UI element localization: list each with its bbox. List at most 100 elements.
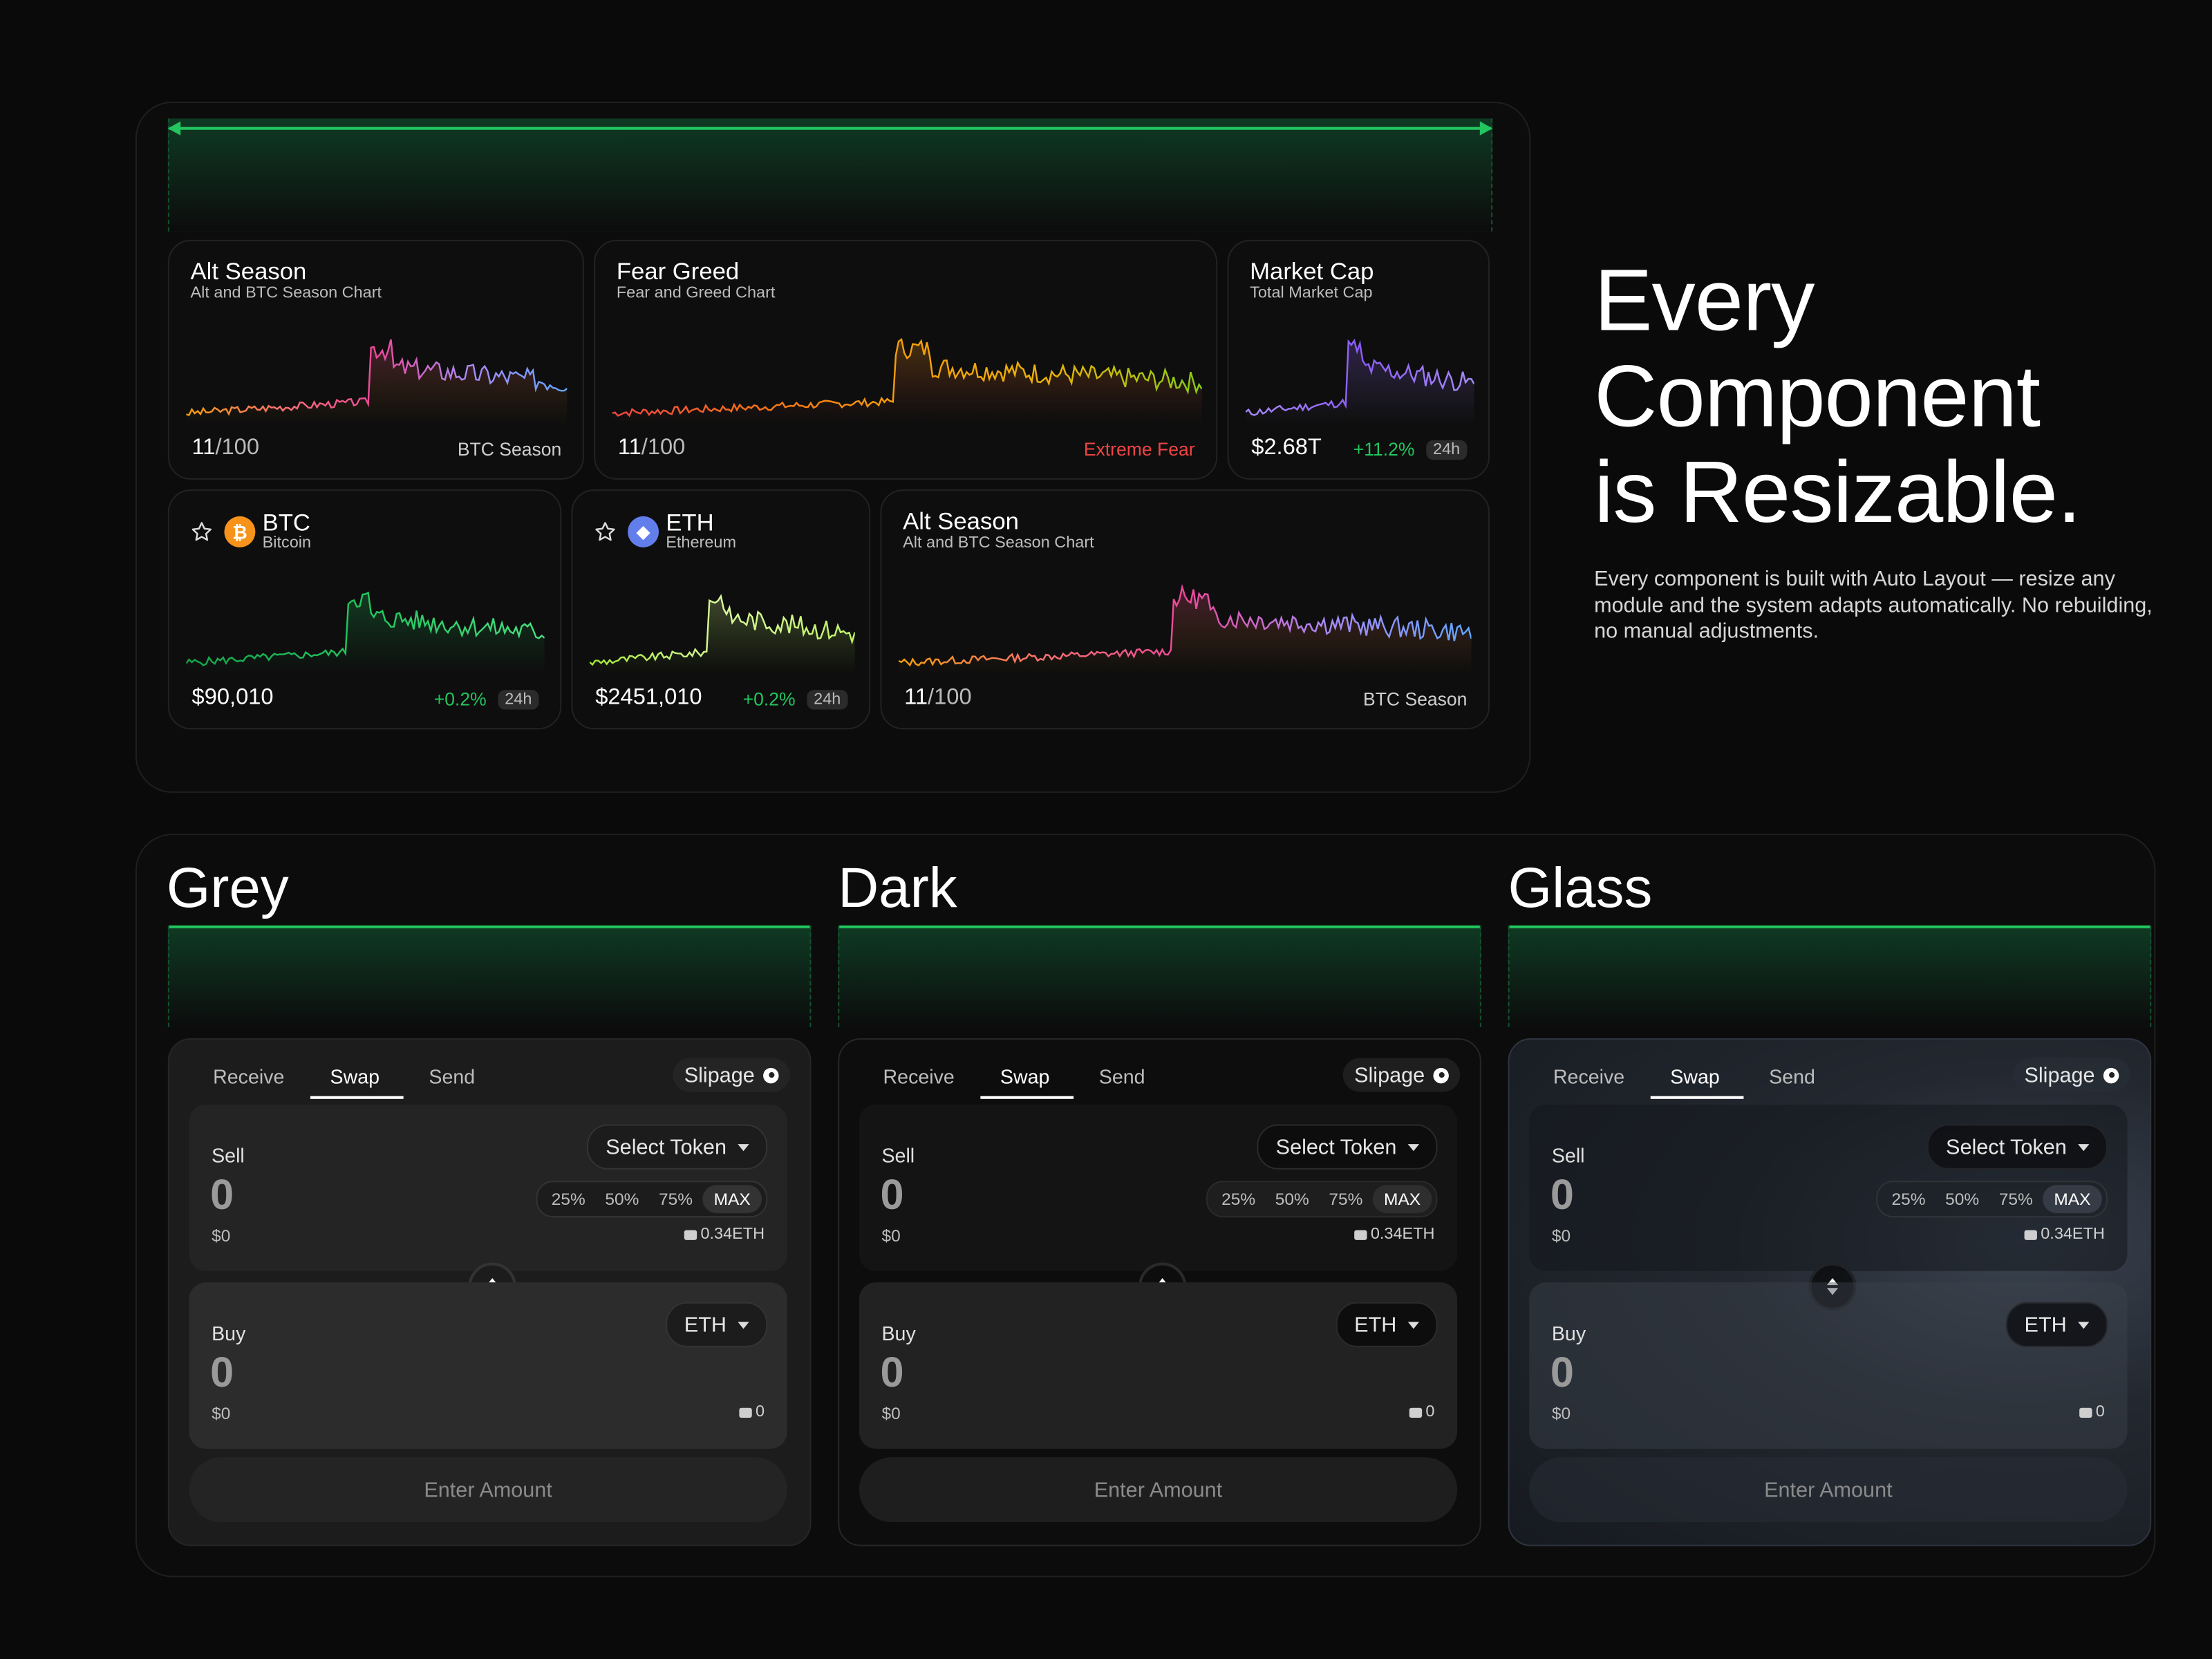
theme-label-glass: Glass — [1508, 857, 1653, 920]
wallet-icon — [738, 1407, 751, 1417]
percent-50-button[interactable]: 50% — [1275, 1189, 1309, 1209]
select-token-label: Select Token — [1275, 1134, 1397, 1159]
select-token-label: Select Token — [1946, 1134, 2067, 1159]
wallet-icon — [2079, 1407, 2092, 1417]
card-value: 11/100 — [191, 435, 259, 460]
sell-balance: 0.34ETH — [1353, 1226, 1434, 1243]
wallet-icon — [2023, 1229, 2037, 1239]
percent-selector: 25% 50% 75% MAX — [1206, 1181, 1438, 1218]
alt-season-chart — [898, 583, 1472, 675]
percent-25-button[interactable]: 25% — [551, 1189, 585, 1209]
chart-line — [590, 594, 855, 666]
percent-max-button[interactable]: MAX — [2043, 1185, 2102, 1214]
select-token-button[interactable]: Select Token — [587, 1124, 768, 1170]
resize-width-guide — [167, 118, 1493, 232]
wallet-icon — [1408, 1407, 1422, 1417]
token-label: ETH — [2024, 1312, 2067, 1337]
enter-amount-button[interactable]: Enter Amount — [1529, 1457, 2128, 1523]
token-symbol: ETH — [666, 509, 714, 536]
tab-swap[interactable]: Swap — [1000, 1065, 1050, 1088]
alt-season-card-wide[interactable]: Alt Season Alt and BTC Season Chart 11/1… — [880, 489, 1490, 730]
settings-icon — [2103, 1067, 2119, 1083]
slippage-button[interactable]: Slipage — [673, 1058, 790, 1092]
percent-max-button[interactable]: MAX — [1372, 1185, 1432, 1214]
arrow-up-icon — [487, 1277, 498, 1286]
tab-receive[interactable]: Receive — [883, 1065, 955, 1088]
buy-usd-value: $0 — [1551, 1403, 1571, 1424]
tab-send[interactable]: Send — [1769, 1065, 1815, 1088]
sell-label: Sell — [1551, 1144, 1585, 1167]
token-label: ETH — [684, 1312, 727, 1337]
market-cap-card[interactable]: Market Cap Total Market Cap $2.68T +11.2… — [1227, 239, 1490, 480]
percent-50-button[interactable]: 50% — [605, 1189, 639, 1209]
sell-amount-input[interactable]: 0 — [880, 1172, 904, 1219]
balance-value: 0.34ETH — [2041, 1226, 2105, 1243]
percent-25-button[interactable]: 25% — [1891, 1189, 1926, 1209]
tab-send[interactable]: Send — [429, 1065, 476, 1088]
chevron-down-icon — [1407, 1143, 1420, 1151]
btc-card[interactable]: ₿ BTC Bitcoin $90,010 +0.2% 24h — [167, 489, 562, 730]
swap-direction-button[interactable] — [1808, 1262, 1857, 1311]
token-name: Bitcoin — [262, 534, 312, 552]
tab-receive[interactable]: Receive — [1553, 1065, 1625, 1088]
slippage-button[interactable]: Slipage — [1342, 1058, 1461, 1092]
card-value: 11/100 — [617, 435, 686, 460]
token-label: ETH — [1354, 1312, 1397, 1337]
chart-area — [186, 592, 545, 675]
percent-25-button[interactable]: 25% — [1221, 1189, 1256, 1209]
alt-season-card[interactable]: Alt Season Alt and BTC Season Chart 11/1… — [167, 239, 584, 480]
slippage-button[interactable]: Slipage — [2013, 1058, 2130, 1092]
arrow-up-icon — [1156, 1277, 1168, 1286]
hero-heading: Every Component is Resizable. — [1594, 252, 2081, 542]
select-token-button[interactable]: Select Token — [1927, 1124, 2108, 1170]
percent-max-button[interactable]: MAX — [702, 1185, 762, 1214]
sell-balance: 0.34ETH — [2023, 1226, 2105, 1243]
wallet-icon — [1353, 1229, 1367, 1239]
token-select-eth[interactable]: ETH — [666, 1302, 768, 1347]
tab-receive[interactable]: Receive — [213, 1065, 285, 1088]
change-percent: +11.2% — [1353, 438, 1415, 460]
sell-usd-value: $0 — [212, 1226, 231, 1246]
enter-amount-button[interactable]: Enter Amount — [859, 1457, 1458, 1523]
slippage-label: Slipage — [2024, 1062, 2095, 1087]
token-select-eth[interactable]: ETH — [1335, 1302, 1438, 1347]
chevron-down-icon — [2078, 1321, 2090, 1329]
token-price: $2451,010 — [595, 685, 702, 710]
star-icon[interactable] — [191, 521, 214, 543]
tab-send[interactable]: Send — [1098, 1065, 1145, 1088]
sell-amount-input[interactable]: 0 — [210, 1172, 234, 1219]
arrow-right-icon — [1479, 121, 1493, 135]
tab-swap[interactable]: Swap — [1670, 1065, 1720, 1088]
buy-amount-input[interactable]: 0 — [210, 1350, 234, 1397]
token-price: $90,010 — [191, 685, 274, 710]
token-select-eth[interactable]: ETH — [2006, 1302, 2108, 1347]
chevron-down-icon — [738, 1143, 749, 1151]
percent-75-button[interactable]: 75% — [1998, 1189, 2033, 1209]
card-title: Alt Season — [903, 507, 1019, 535]
buy-amount-input[interactable]: 0 — [1550, 1350, 1574, 1397]
wallet-icon — [683, 1229, 697, 1239]
settings-icon — [763, 1067, 779, 1083]
tab-swap[interactable]: Swap — [330, 1065, 380, 1088]
star-icon[interactable] — [594, 521, 617, 543]
chevron-down-icon — [2078, 1143, 2090, 1151]
change-percent: +0.2% — [433, 688, 487, 710]
buy-box: Buy ETH 0 $0 0 — [189, 1282, 787, 1449]
ethereum-icon: ◆ — [628, 516, 659, 547]
balance-value: 0 — [2095, 1403, 2105, 1421]
sell-box: Sell Select Token 0 $0 25% 50% 75% MAX 0… — [859, 1104, 1458, 1271]
percent-50-button[interactable]: 50% — [1945, 1189, 1980, 1209]
eth-card[interactable]: ◆ ETH Ethereum $2451,010 +0.2% 24h — [571, 489, 871, 730]
percent-75-button[interactable]: 75% — [1329, 1189, 1363, 1209]
chart-line — [186, 591, 545, 666]
width-guide-glass — [1508, 925, 2152, 1027]
select-token-button[interactable]: Select Token — [1257, 1124, 1438, 1170]
buy-amount-input[interactable]: 0 — [880, 1350, 904, 1397]
sell-amount-input[interactable]: 0 — [1550, 1172, 1574, 1219]
percent-75-button[interactable]: 75% — [658, 1189, 693, 1209]
enter-amount-button[interactable]: Enter Amount — [189, 1457, 787, 1523]
balance-value: 0.34ETH — [700, 1226, 765, 1243]
fear-greed-card[interactable]: Fear Greed Fear and Greed Chart 11/100 E… — [594, 239, 1218, 480]
chevron-down-icon — [1407, 1321, 1420, 1329]
sell-label: Sell — [212, 1144, 245, 1167]
